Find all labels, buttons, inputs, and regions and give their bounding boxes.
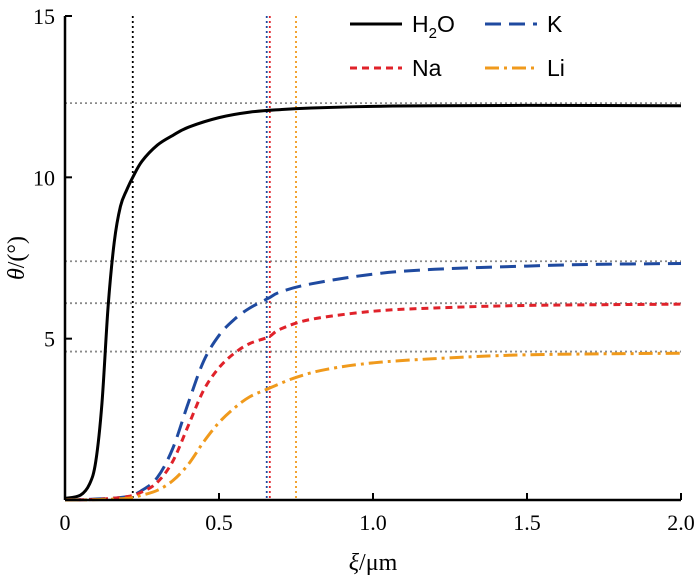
series-lines xyxy=(64,103,682,502)
x-tick-label: 1.5 xyxy=(513,510,541,535)
y-tick-label: 5 xyxy=(44,327,55,352)
series-line-na xyxy=(64,302,682,502)
tick-labels: 0 0.5 1.0 1.5 2.0 5 10 15 xyxy=(33,4,695,535)
x-tick-label: 0.5 xyxy=(205,510,233,535)
legend-label-h2o: H2O xyxy=(412,11,455,42)
y-tick-label: 10 xyxy=(33,165,55,190)
x-tick-label: 0 xyxy=(60,510,71,535)
legend: H2O K Na Li xyxy=(350,11,565,81)
x-axis-title: ξ/μm xyxy=(349,550,398,576)
series-line-h2o xyxy=(64,103,682,500)
series-line-k xyxy=(64,261,682,502)
x-axis-symbol: ξ xyxy=(349,550,360,576)
y-axis-unit: (°) xyxy=(4,236,30,262)
axes xyxy=(63,16,681,502)
y-axis-symbol: θ xyxy=(4,268,30,280)
x-tick-label: 1.0 xyxy=(359,510,387,535)
y-axis-separator: / xyxy=(4,261,30,268)
x-tick-label: 2.0 xyxy=(667,510,695,535)
legend-label-na: Na xyxy=(412,55,442,81)
legend-label-li: Li xyxy=(547,55,565,81)
y-tick-label: 15 xyxy=(33,4,55,29)
y-axis-title: θ/(°) xyxy=(4,236,30,280)
x-axis-separator: / xyxy=(359,550,366,576)
tick-marks xyxy=(64,15,682,500)
reference-lines xyxy=(65,16,681,500)
x-axis-unit: μm xyxy=(366,550,398,576)
legend-label-k: K xyxy=(547,11,563,37)
